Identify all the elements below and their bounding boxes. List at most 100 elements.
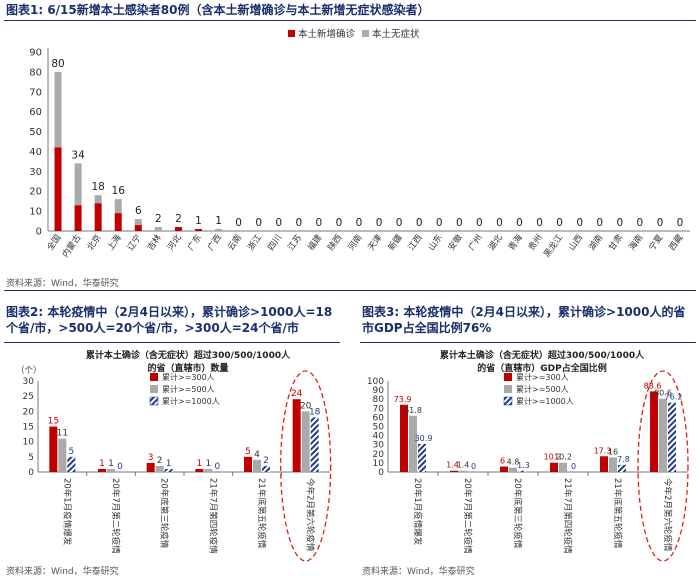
figure-1-bottom-rule bbox=[4, 290, 696, 291]
chart-title-line: 累计本土确诊（含无症状）超过300/500/1000人 bbox=[440, 349, 645, 361]
total-label: 0 bbox=[295, 217, 302, 229]
y-tick-label: 90 bbox=[29, 48, 42, 59]
bar-confirmed bbox=[194, 229, 202, 231]
x-tick-label: 云南 bbox=[225, 232, 244, 252]
value-label: 10.2 bbox=[544, 453, 562, 462]
value-label: 6 bbox=[500, 457, 505, 466]
x-tick-label: 广东 bbox=[185, 232, 204, 252]
x-tick-label: 甘肃 bbox=[606, 232, 625, 253]
value-label: 73.9 bbox=[394, 395, 412, 404]
y-tick-label: 50 bbox=[373, 423, 385, 433]
total-label: 2 bbox=[175, 213, 182, 225]
total-label: 0 bbox=[496, 217, 503, 229]
y-tick-label: 30 bbox=[23, 377, 35, 387]
y-tick-label: 70 bbox=[29, 87, 42, 98]
total-label: 0 bbox=[536, 217, 543, 229]
y-tick-label: 20 bbox=[23, 407, 35, 417]
bar-gray bbox=[204, 468, 213, 472]
x-tick-label: 江西 bbox=[407, 233, 425, 253]
value-label: 0 bbox=[117, 462, 123, 472]
figure-3-title: 图表3: 本轮疫情中（2月4日以来），累计确诊>1000人的省市GDP占全国比例… bbox=[362, 305, 686, 335]
total-label: 6 bbox=[135, 205, 142, 217]
legend-label: 本土新增确诊 bbox=[298, 28, 356, 40]
y-tick-label: 30 bbox=[373, 441, 385, 451]
total-label: 2 bbox=[155, 213, 162, 225]
y-tick-label: 60 bbox=[373, 413, 385, 423]
x-tick-label: 海南 bbox=[627, 232, 646, 252]
bar-red bbox=[400, 404, 408, 472]
legend-label: 累计>=1000人 bbox=[162, 396, 220, 406]
value-label: 1 bbox=[166, 459, 172, 469]
bar-red bbox=[292, 399, 301, 472]
total-label: 0 bbox=[556, 217, 563, 229]
bar-hatch bbox=[164, 468, 173, 472]
y-tick-label: 0 bbox=[378, 468, 384, 478]
x-tick-label: 广西 bbox=[205, 232, 224, 252]
x-tick-label: 福建 bbox=[306, 232, 325, 253]
x-tick-label: 黑龙江 bbox=[541, 232, 565, 260]
bar-gray bbox=[409, 415, 417, 472]
bar-red bbox=[146, 462, 155, 472]
x-tick-label: 辽宁 bbox=[125, 232, 144, 252]
legend-swatch bbox=[288, 30, 295, 37]
chart-title-line: 的省（直辖市）GDP占全国比例 bbox=[477, 362, 606, 374]
total-label: 0 bbox=[316, 217, 323, 229]
x-tick-label: 陕西 bbox=[326, 232, 345, 252]
y-tick-label: 5 bbox=[28, 453, 34, 463]
bar-gray bbox=[559, 462, 567, 472]
total-label: 0 bbox=[657, 217, 664, 229]
y-tick-label: 80 bbox=[373, 395, 385, 405]
bar-hatch bbox=[262, 465, 270, 472]
bar-asymptomatic bbox=[94, 195, 102, 204]
value-label: 1.3 bbox=[517, 461, 530, 470]
legend-label: 累计>=1000人 bbox=[516, 396, 574, 406]
total-label: 0 bbox=[396, 217, 403, 229]
figure-3-source: 资料来源：Wind，华泰研究 bbox=[362, 567, 475, 577]
bar-hatch bbox=[518, 470, 526, 472]
value-label: 1.4 bbox=[446, 461, 459, 470]
value-label: 4 bbox=[254, 450, 260, 460]
value-label: 3 bbox=[148, 453, 154, 463]
total-label: 18 bbox=[91, 181, 104, 193]
legend-label: 累计>=300人 bbox=[162, 372, 215, 382]
bar-gray bbox=[155, 465, 164, 472]
bar-red bbox=[450, 470, 458, 472]
chart-title-line: 累计本土确诊（含无症状）超过300/500/1000人 bbox=[86, 349, 291, 361]
bar-asymptomatic bbox=[74, 163, 82, 206]
bar-red bbox=[500, 466, 508, 472]
bar-red bbox=[98, 468, 106, 472]
bar-gray bbox=[253, 459, 261, 472]
x-tick-label: 宁夏 bbox=[647, 232, 666, 253]
total-label: 0 bbox=[616, 217, 623, 229]
total-label: 0 bbox=[456, 217, 463, 229]
bar-red bbox=[600, 456, 608, 472]
total-label: 0 bbox=[436, 217, 443, 229]
x-tick-label: 吉林 bbox=[145, 232, 164, 253]
x-tick-label: 河南 bbox=[346, 232, 365, 252]
legend-label: 累计>=300人 bbox=[516, 372, 569, 382]
figure-2-title: 图表2: 本轮疫情中（2月4日以来），累计确诊>1000人=18个省/市，>50… bbox=[6, 305, 333, 335]
bar-asymptomatic bbox=[54, 71, 62, 148]
x-tick-label: 内蒙古 bbox=[60, 232, 84, 260]
bar-red bbox=[195, 468, 204, 472]
bar-asymptomatic bbox=[154, 227, 162, 231]
bar-gray bbox=[609, 457, 617, 472]
figure-2-rule bbox=[4, 342, 340, 343]
x-tick-label: 上海 bbox=[105, 232, 124, 253]
value-label: 2 bbox=[263, 456, 269, 466]
bar-hatch bbox=[67, 456, 76, 472]
figure-3-rule bbox=[360, 342, 696, 343]
value-label: 1 bbox=[99, 459, 105, 469]
value-label: 7.8 bbox=[617, 455, 630, 464]
bar-asymptomatic bbox=[134, 219, 142, 226]
value-label: 2 bbox=[157, 456, 163, 466]
value-label: 0 bbox=[471, 462, 476, 471]
total-label: 0 bbox=[336, 217, 343, 229]
value-label: 1.4 bbox=[457, 461, 470, 470]
bar-hatch bbox=[310, 417, 319, 472]
value-label: 20 bbox=[300, 401, 312, 411]
legend-swatch bbox=[149, 396, 159, 406]
x-tick-label: 山西 bbox=[566, 232, 585, 252]
value-label: 1 bbox=[108, 459, 114, 469]
